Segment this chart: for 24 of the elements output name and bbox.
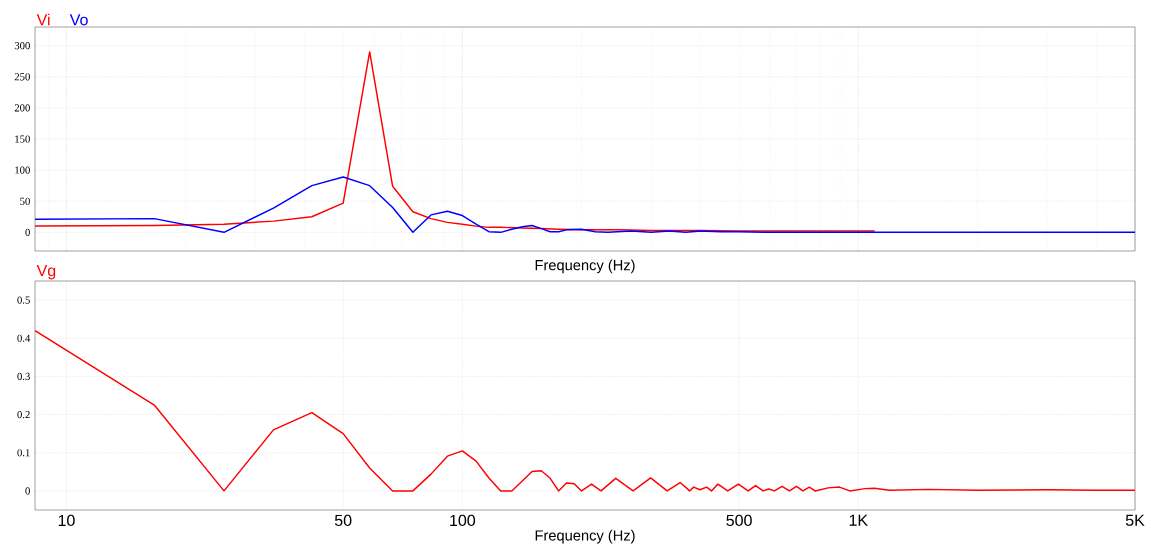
y-tick-label: 0.1 bbox=[17, 449, 30, 457]
x-axis-title: Frequency (Hz) bbox=[535, 529, 635, 544]
y-tick-label: 0.3 bbox=[17, 372, 30, 381]
y-tick-label: 50 bbox=[20, 197, 30, 205]
y-tick-label: 0 bbox=[25, 228, 30, 236]
x-axis-title: Frequency (Hz) bbox=[535, 259, 635, 274]
text: Vo bbox=[69, 14, 88, 26]
x-tick-label: 100 bbox=[450, 514, 476, 527]
y-tick-label: 200 bbox=[14, 104, 30, 112]
y-tick-label: 0.5 bbox=[17, 296, 30, 304]
y-tick-label: 150 bbox=[15, 135, 30, 143]
y-tick-label: 0 bbox=[25, 487, 30, 495]
y-tick-label: 0.4 bbox=[17, 334, 31, 342]
y-tick-label: 100 bbox=[15, 166, 30, 174]
y-tick-label: 250 bbox=[14, 73, 30, 81]
text: Vg bbox=[36, 265, 56, 280]
y-tick-label: 0.2 bbox=[17, 410, 30, 419]
x-tick-label: 50 bbox=[334, 514, 352, 527]
x-tick-label: 1K bbox=[849, 514, 868, 526]
x-tick-label: 500 bbox=[726, 514, 752, 527]
text: Vi bbox=[36, 13, 50, 26]
x-tick-label: 5K bbox=[1125, 514, 1145, 526]
y-tick-label: 300 bbox=[14, 42, 30, 50]
x-tick-label: 10 bbox=[58, 514, 75, 527]
